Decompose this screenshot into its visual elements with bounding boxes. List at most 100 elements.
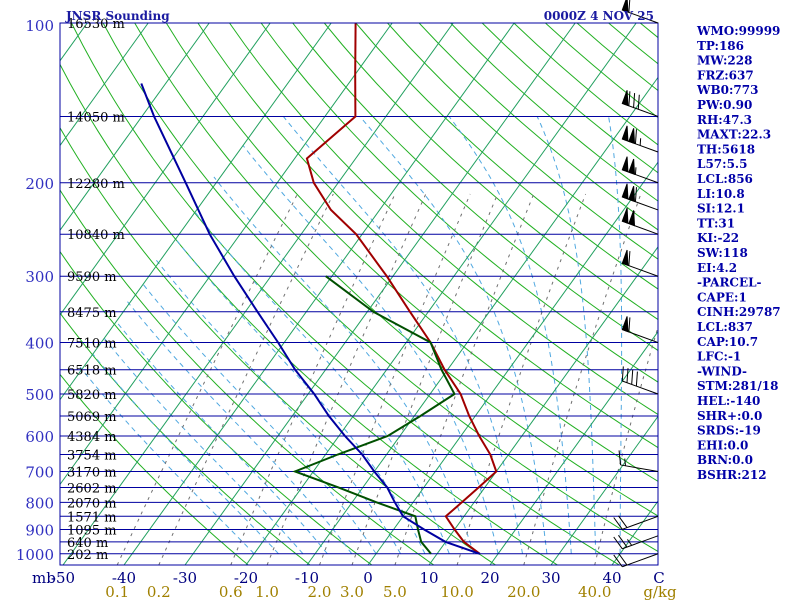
moist-adiabat xyxy=(213,176,475,554)
height-label: 5820 m xyxy=(67,388,117,403)
index-item: L57:5.5 xyxy=(697,157,747,171)
temperature-tick-label: -20 xyxy=(234,569,258,587)
wind-barb xyxy=(621,125,659,153)
temperature-line xyxy=(305,23,498,555)
mixing-ratio-line xyxy=(594,325,658,565)
index-item: LI:10.8 xyxy=(697,187,745,201)
moist-adiabat xyxy=(359,116,548,554)
index-item: LFC:-1 xyxy=(697,350,741,364)
wind-barb xyxy=(621,0,659,24)
wind-barb-flag xyxy=(618,515,628,528)
dry-adiabat xyxy=(60,373,249,565)
isotherm xyxy=(245,23,637,565)
mixing-ratio-line xyxy=(456,193,587,565)
chart-frame xyxy=(59,22,659,566)
index-item: EI:4.2 xyxy=(697,261,737,275)
dry-adiabat xyxy=(355,23,658,290)
wind-barb-flag xyxy=(618,534,628,548)
dry-adiabats xyxy=(60,23,658,565)
wind-barb-flag xyxy=(628,317,631,332)
pressure-tick-label: 1000 xyxy=(16,546,54,564)
index-item: LCL:837 xyxy=(697,320,753,334)
isotherm xyxy=(60,23,271,316)
height-label: 202 m xyxy=(67,548,108,563)
wind-barb-staff xyxy=(622,380,659,395)
wind-barb-flag xyxy=(613,554,623,568)
isotherm xyxy=(0,23,26,565)
wind-barb-pennant xyxy=(628,158,636,175)
height-label: 9590 m xyxy=(67,270,117,285)
wind-barb xyxy=(621,316,659,344)
temperature-tick-label: 40 xyxy=(602,569,621,587)
wind-barb-flag xyxy=(628,251,631,266)
wind-barb-half-flag xyxy=(634,167,637,175)
height-label: 5069 m xyxy=(67,410,117,425)
wind-barb-flag xyxy=(633,93,636,108)
isotherm xyxy=(60,23,332,401)
moist-adiabat xyxy=(448,116,572,554)
dry-adiabat xyxy=(165,23,658,482)
isotherm xyxy=(306,76,658,565)
index-item: MW:228 xyxy=(697,54,752,68)
moist-adiabats xyxy=(79,116,623,555)
pressure-tick-label: 100 xyxy=(25,17,54,35)
mixing-ratio-unit: g/kg xyxy=(643,583,677,600)
wind-barbs xyxy=(613,0,659,568)
mixing-ratio-tick-label: 0.1 xyxy=(105,583,129,600)
isotherm xyxy=(60,23,149,147)
temperature-tick-label: 10 xyxy=(419,569,438,587)
mixing-ratio-line xyxy=(230,193,396,565)
mixing-ratio-line xyxy=(158,193,334,565)
dry-adiabat xyxy=(323,23,658,321)
mixing-ratio-line xyxy=(116,193,298,565)
wind-barb xyxy=(621,183,659,211)
wind-barb xyxy=(621,207,659,235)
moist-adiabat xyxy=(536,116,597,554)
isotherm xyxy=(489,330,658,565)
wind-barb xyxy=(613,515,659,530)
mixing-ratio-axis-labels: 0.1 0.2 0.6 1.0 2.0 3.0 5.0 10.0 20.0 40.0 g/kg xyxy=(105,583,677,600)
index-item: -WIND- xyxy=(697,364,747,378)
wind-barb-flag xyxy=(628,0,631,13)
wind-barb-staff xyxy=(622,553,659,568)
dry-adiabat xyxy=(292,23,658,352)
wind-barb-flag xyxy=(626,368,629,383)
index-item: CAP:10.7 xyxy=(697,335,758,349)
moist-adiabat xyxy=(102,336,304,555)
pressure-tick-label: 500 xyxy=(25,386,54,404)
index-item: WB0:773 xyxy=(696,83,758,97)
dry-adiabat xyxy=(545,23,658,119)
index-item: SI:12.1 xyxy=(697,202,745,216)
dry-adiabat xyxy=(387,23,658,260)
temperature-axis-labels: mb-50 -40 -30 -20 -10 0 10 20 30 40 C xyxy=(32,569,665,587)
dry-adiabat xyxy=(60,312,311,565)
chart-title: JNSR Sounding xyxy=(65,9,170,23)
moist-adiabat xyxy=(79,366,255,555)
index-item: RH:47.3 xyxy=(697,113,752,127)
isotherm xyxy=(60,23,393,486)
pressure-tick-label: 300 xyxy=(25,268,54,286)
wind-barb-pennant xyxy=(621,183,629,200)
parcel-line xyxy=(140,83,481,555)
height-labels: 16530 m 14050 m 12280 m 10840 m 9590 m 8475 m… xyxy=(67,17,125,563)
pressure-tick-label: 200 xyxy=(25,175,54,193)
height-label: 16530 m xyxy=(67,17,125,32)
dry-adiabat xyxy=(513,23,658,146)
dry-adiabat xyxy=(60,126,496,565)
wind-barb xyxy=(621,90,659,117)
index-item: CINH:29787 xyxy=(697,305,781,319)
wind-barb xyxy=(621,249,659,277)
moist-adiabat xyxy=(608,116,623,554)
index-item: FRZ:637 xyxy=(697,68,754,82)
wind-barb-half-flag xyxy=(624,458,626,466)
temperature-axis-end-label: C xyxy=(653,569,664,587)
wind-barb-staff xyxy=(620,464,659,473)
mixing-ratio-tick-label: 1.0 xyxy=(255,583,279,600)
temperature-tick-label: -40 xyxy=(112,569,136,587)
height-label: 6518 m xyxy=(67,364,117,379)
temperature-tick-label: -30 xyxy=(173,569,197,587)
temperature-tick-label: -50 xyxy=(51,569,75,587)
wind-barb-pennant xyxy=(621,156,629,173)
height-label: 3170 m xyxy=(67,466,117,481)
